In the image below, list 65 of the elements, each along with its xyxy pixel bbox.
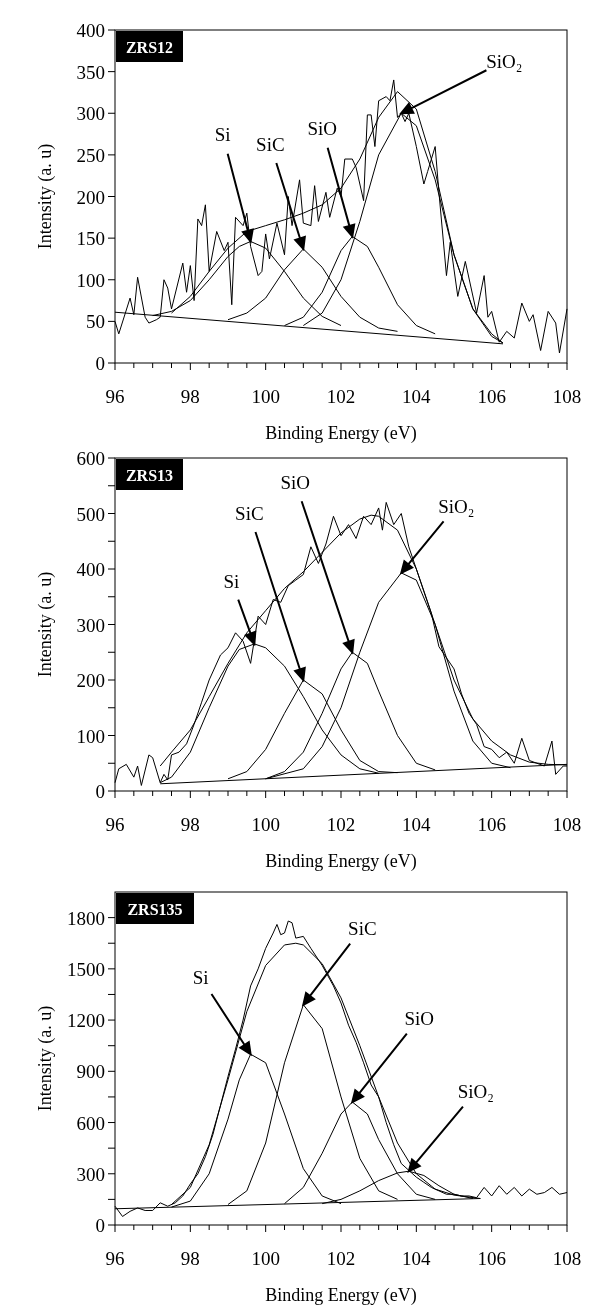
y-tick-label: 1500 [67,958,105,980]
y-axis-title: Intensity (a. u) [35,571,56,678]
x-tick-label: 108 [552,385,582,407]
y-tick-label: 600 [76,447,105,469]
y-tick-label: 1800 [67,907,105,929]
y-tick-label: 100 [76,269,105,291]
x-axis-title: Binding Energy (eV) [265,1285,417,1306]
x-axis-title: Binding Energy (eV) [265,423,417,444]
x-tick-label: 100 [251,385,280,407]
x-tick-label: 108 [552,813,582,835]
annotation: Si [223,570,240,592]
x-tick-label: 100 [251,813,280,835]
y-axis-title: Intensity (a. u) [35,143,56,250]
y-tick-label: 200 [76,186,105,207]
y-tick-label: 300 [76,102,105,124]
y-tick-label: 300 [76,614,105,635]
y-tick-label: 100 [76,725,105,746]
y-tick-label: 400 [76,558,105,580]
x-tick-label: 106 [477,813,506,835]
x-tick-label: 106 [477,1247,506,1269]
y-tick-label: 500 [76,503,105,524]
x-tick-label: 100 [251,1247,280,1269]
x-tick-label: 104 [402,385,432,407]
annotation: Si [214,123,231,145]
y-tick-label: 1200 [67,1009,105,1031]
y-tick-label: 150 [76,227,105,249]
annotation: SiO [404,1007,435,1029]
x-tick-label: 102 [326,813,356,835]
x-tick-label: 104 [402,813,432,835]
annotation: SiO₂ [457,1080,494,1102]
annotation: SiO [307,117,338,139]
x-axis-title: Binding Energy (eV) [265,851,417,872]
y-tick-label: 200 [76,669,105,691]
annotation: SiC [348,917,377,939]
x-tick-label: 108 [552,1247,582,1269]
x-tick-label: 102 [326,385,356,407]
x-tick-label: 96 [105,1247,125,1269]
y-tick-label: 900 [76,1060,105,1082]
x-tick-label: 98 [180,813,200,835]
annotation: SiC [256,133,285,155]
text: ZRS135 [127,900,183,918]
x-tick-label: 106 [477,385,506,407]
x-tick-label: 98 [180,1247,200,1269]
annotation: SiO₂ [438,495,475,517]
y-tick-label: 400 [76,19,105,41]
x-tick-label: 96 [105,813,125,835]
y-tick-label: 350 [76,61,105,83]
x-tick-label: 104 [402,1247,432,1269]
y-tick-label: 50 [86,310,105,332]
annotation: SiC [235,502,264,524]
annotation: Si [192,966,209,988]
y-axis-title: Intensity (a. u) [35,1005,56,1112]
y-tick-label: 300 [76,1163,105,1185]
y-tick-label: 600 [76,1112,105,1134]
y-tick-label: 0 [95,780,105,802]
annotation: SiO₂ [486,50,523,72]
x-tick-label: 102 [326,1247,356,1269]
y-tick-label: 0 [95,352,105,374]
x-tick-label: 96 [105,385,125,407]
text: ZRS12 [125,38,174,56]
x-tick-label: 98 [180,385,200,407]
annotation: SiO [280,471,311,493]
y-tick-label: 250 [76,144,105,166]
text: ZRS13 [125,466,174,484]
y-tick-label: 0 [95,1214,105,1236]
